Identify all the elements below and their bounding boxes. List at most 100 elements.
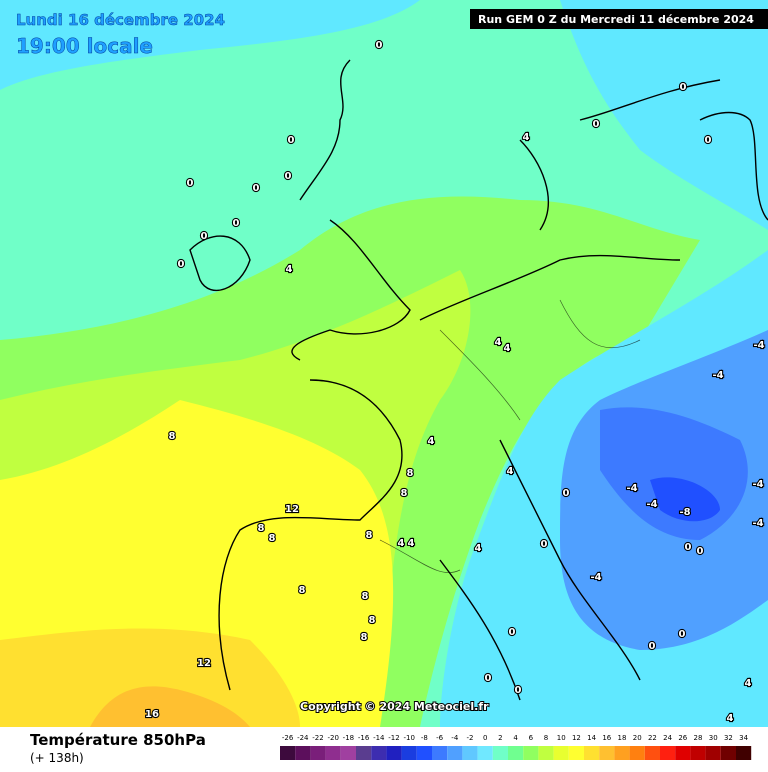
legend-swatch: [720, 746, 736, 760]
legend-tick-label: 32: [724, 734, 733, 742]
contour-label: 0: [541, 539, 548, 550]
field-cold-nw: [0, 0, 420, 90]
legend-swatch: [432, 746, 448, 760]
contour-label: -8: [679, 507, 690, 518]
legend-swatch: [523, 746, 539, 760]
contour-label: 0: [697, 546, 704, 557]
legend-tick-label: 34: [739, 734, 748, 742]
contour-label: -4: [753, 340, 764, 351]
legend-swatch: [705, 746, 721, 760]
footer-title: Température 850hPa: [30, 731, 206, 749]
field-hot: [0, 628, 300, 727]
legend-tick-label: 14: [587, 734, 596, 742]
legend-tick-label: 24: [663, 734, 672, 742]
contour-label: 0: [288, 135, 295, 146]
contour-label: 0: [649, 641, 656, 652]
contour-label: 0: [178, 259, 185, 270]
legend-swatch: [629, 746, 645, 760]
run-banner: [470, 9, 768, 29]
legend-tick-label: 20: [633, 734, 642, 742]
legend-tick-label: 16: [602, 734, 611, 742]
contour-label: 8: [401, 488, 408, 499]
date-label: Lundi 16 décembre 2024: [16, 11, 225, 29]
legend-swatch: [690, 746, 706, 760]
legend-swatch: [340, 746, 356, 760]
contour-label: 12: [197, 658, 211, 669]
contour-label: 8: [299, 585, 306, 596]
legend-swatch: [584, 746, 600, 760]
contour-label: -4: [752, 479, 763, 490]
contour-label: 4: [398, 538, 405, 549]
legend-tick-label: 18: [618, 734, 627, 742]
contour-label: 4: [408, 538, 415, 549]
contour-label: -4: [590, 572, 601, 583]
contour-label: 0: [485, 673, 492, 684]
legend-tick-label: 4: [513, 734, 518, 742]
legend-tick-label: -20: [327, 734, 338, 742]
legend-swatch: [644, 746, 660, 760]
copyright: Copyright © 2024 Meteociel.fr: [300, 700, 489, 713]
legend-tick-label: 12: [572, 734, 581, 742]
legend-tick-label: 28: [694, 734, 703, 742]
footer-subtitle: (+ 138h): [30, 751, 84, 765]
legend-tick-label: 26: [678, 734, 687, 742]
contour-label: 8: [362, 591, 369, 602]
legend-swatch: [614, 746, 630, 760]
contour-label: 8: [169, 431, 176, 442]
contour-label: 8: [258, 523, 265, 534]
contour-label: 0: [253, 183, 260, 194]
contour-label: 0: [563, 488, 570, 499]
contour-label: 4: [286, 264, 293, 275]
legend-swatch: [447, 746, 463, 760]
legend-tick-label: -22: [312, 734, 323, 742]
legend-tick-label: 6: [529, 734, 534, 742]
contour-label: 8: [369, 615, 376, 626]
contour-label: 0: [285, 171, 292, 182]
legend-tick-label: 22: [648, 734, 657, 742]
legend-swatch: [492, 746, 508, 760]
contour-label: 8: [361, 632, 368, 643]
contour-label: 4: [504, 343, 511, 354]
contour-label: 4: [507, 466, 514, 477]
legend-tick-label: 30: [709, 734, 718, 742]
legend-swatch: [736, 746, 752, 760]
legend-tick-label: -4: [451, 734, 459, 742]
contour-label: 4: [495, 337, 502, 348]
legend-tick-label: 10: [557, 734, 566, 742]
legend-swatch: [660, 746, 676, 760]
time-label: 19:00 locale: [16, 34, 153, 58]
field-hottest: [90, 686, 250, 727]
legend-tick-label: -16: [358, 734, 370, 742]
legend-tick-label: 8: [544, 734, 548, 742]
legend-swatch: [401, 746, 417, 760]
legend-swatch: [568, 746, 584, 760]
contour-label: -4: [626, 483, 637, 494]
contour-label: 4: [428, 436, 435, 447]
contour-label: 0: [376, 40, 383, 51]
legend-swatch: [477, 746, 493, 760]
contour-label: -4: [712, 370, 723, 381]
contour-label: 4: [475, 543, 482, 554]
contour-label: 12: [285, 504, 299, 515]
legend-swatch: [553, 746, 569, 760]
run-label: Run GEM 0 Z du Mercredi 11 décembre 2024: [478, 13, 754, 26]
legend-tick-label: -8: [421, 734, 428, 742]
contour-label: 0: [509, 627, 516, 638]
legend-swatch: [325, 746, 341, 760]
contour-label: 0: [685, 542, 692, 553]
legend-tick-label: -24: [297, 734, 309, 742]
legend-tick-label: -18: [343, 734, 354, 742]
contour-label: 0: [201, 231, 208, 242]
coastlines: [189, 59, 768, 701]
contour-label: 0: [515, 685, 522, 696]
contour-label: 8: [269, 533, 276, 544]
contour-label: 0: [593, 119, 600, 130]
contour-label: 16: [145, 709, 159, 720]
contour-label: 8: [366, 530, 373, 541]
borders: [379, 299, 641, 573]
contour-label: 0: [705, 135, 712, 146]
legend-swatch: [280, 746, 296, 760]
legend-swatch: [371, 746, 387, 760]
legend-swatch: [462, 746, 478, 760]
